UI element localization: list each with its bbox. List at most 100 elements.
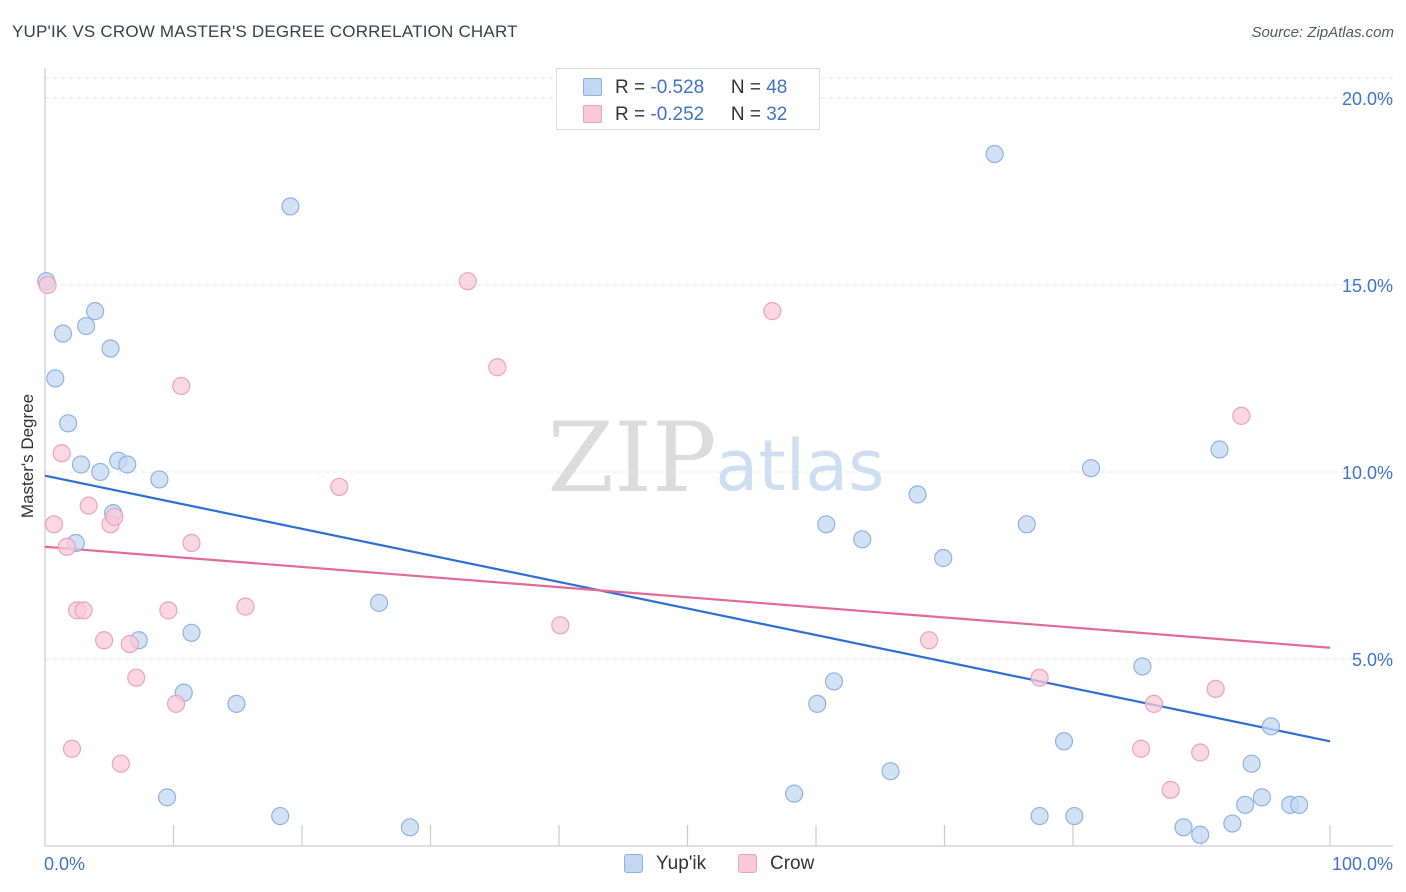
x-tick-label: 0.0% bbox=[44, 854, 85, 874]
crow-point bbox=[74, 601, 93, 620]
yupik-point bbox=[934, 548, 953, 568]
data-points bbox=[37, 144, 1309, 844]
yupik-point bbox=[281, 197, 300, 216]
yupik-point bbox=[370, 593, 389, 612]
crow-point bbox=[172, 376, 191, 396]
yupik-point bbox=[824, 672, 844, 691]
y-tick-label: 15.0% bbox=[1342, 276, 1393, 296]
yupik-point bbox=[1054, 732, 1074, 751]
crow-point bbox=[763, 302, 782, 321]
yupik-point bbox=[1290, 795, 1309, 814]
yupik-point bbox=[182, 623, 201, 642]
yupik-point bbox=[150, 470, 169, 489]
crow-point bbox=[120, 634, 139, 654]
yupik-point bbox=[86, 302, 105, 321]
y-tick-label: 20.0% bbox=[1342, 89, 1393, 109]
yupik-point bbox=[59, 414, 78, 433]
stats-legend: R = -0.528 N = 48 R = -0.252 N = 32 bbox=[556, 68, 820, 130]
crow-point bbox=[111, 754, 130, 773]
crow-point bbox=[38, 275, 57, 295]
crow-point bbox=[1144, 694, 1164, 713]
crow-point bbox=[919, 631, 939, 650]
yupik-point bbox=[77, 316, 96, 336]
crow-point bbox=[159, 601, 178, 620]
crow-point bbox=[1206, 679, 1225, 699]
legend-n-value: 32 bbox=[766, 104, 788, 125]
yupik-point bbox=[853, 530, 872, 549]
axes bbox=[44, 68, 1393, 847]
legend-swatch-blue bbox=[583, 78, 602, 96]
crow-point bbox=[166, 694, 186, 713]
legend-n-value: 48 bbox=[766, 77, 788, 98]
yupik-point bbox=[785, 784, 804, 803]
crow-point bbox=[1132, 739, 1151, 758]
watermark-zip: ZIP bbox=[547, 402, 716, 514]
yupik-point bbox=[1210, 440, 1229, 459]
y-axis-label: Master's Degree bbox=[18, 393, 37, 519]
yupik-point bbox=[881, 762, 900, 781]
yupik-point bbox=[227, 694, 246, 713]
yupik-point bbox=[118, 455, 137, 474]
y-tick-label: 5.0% bbox=[1352, 650, 1393, 670]
yupik-point bbox=[1030, 806, 1049, 826]
crow-point bbox=[458, 272, 477, 291]
yupik-point bbox=[1242, 754, 1261, 773]
yupik-point bbox=[1236, 795, 1255, 814]
crow-point bbox=[236, 597, 255, 616]
yupik-point bbox=[46, 369, 65, 388]
crow-point bbox=[105, 507, 124, 526]
legend-r-label: R = bbox=[615, 77, 651, 98]
series-legend: Yup'ik Crow bbox=[0, 852, 1406, 878]
legend-r-value: -0.252 bbox=[650, 104, 705, 125]
yupik-point bbox=[1017, 515, 1036, 534]
yupik-point bbox=[1174, 818, 1193, 837]
yupik-point bbox=[400, 818, 420, 837]
crow-point bbox=[1191, 743, 1210, 762]
crow-point bbox=[62, 739, 82, 758]
yupik-point bbox=[271, 806, 290, 826]
yupik-trend-line bbox=[44, 474, 1331, 743]
legend-n-label: N = bbox=[730, 77, 767, 98]
crow-point bbox=[1030, 668, 1049, 687]
legend-label-yupik: Yup'ik bbox=[656, 853, 707, 874]
yupik-point bbox=[817, 515, 836, 534]
crow-point bbox=[488, 358, 507, 377]
x-tick-label: 100.0% bbox=[1332, 854, 1393, 874]
grid-lines bbox=[45, 77, 1393, 660]
yupik-point bbox=[985, 144, 1004, 164]
yupik-point bbox=[157, 788, 177, 807]
crow-point bbox=[1161, 780, 1180, 799]
crow-trend-line bbox=[44, 545, 1331, 649]
yupik-point bbox=[91, 462, 110, 482]
yupik-point bbox=[1261, 717, 1280, 736]
legend-r-value: -0.528 bbox=[650, 77, 705, 98]
yupik-point bbox=[908, 485, 927, 504]
legend-n-label: N = bbox=[730, 104, 767, 125]
legend-label-crow: Crow bbox=[770, 853, 815, 874]
crow-point bbox=[57, 537, 76, 556]
yupik-point bbox=[1065, 806, 1084, 826]
legend-swatch-pink bbox=[738, 854, 757, 873]
y-tick-label: 10.0% bbox=[1342, 463, 1393, 483]
crow-point bbox=[79, 496, 98, 515]
crow-point bbox=[44, 515, 64, 534]
legend-swatch-blue bbox=[624, 854, 643, 873]
tick-labels: 5.0% 10.0% 15.0% 20.0% 0.0% 100.0% bbox=[44, 89, 1393, 874]
yupik-point bbox=[71, 455, 91, 474]
crow-point bbox=[330, 477, 349, 497]
yupik-point bbox=[101, 339, 120, 358]
crow-point bbox=[127, 668, 146, 687]
crow-point bbox=[551, 616, 570, 635]
crow-point bbox=[182, 533, 201, 553]
watermark: ZIP atlas bbox=[547, 402, 884, 514]
yupik-point bbox=[53, 324, 73, 343]
yupik-point bbox=[1133, 657, 1152, 676]
legend-r-label: R = bbox=[615, 104, 651, 125]
source-label: Source: ZipAtlas.com bbox=[1251, 24, 1394, 41]
chart-title: YUP'IK VS CROW MASTER'S DEGREE CORRELATI… bbox=[12, 22, 518, 41]
yupik-point bbox=[1252, 788, 1271, 807]
crow-point bbox=[1232, 406, 1251, 425]
watermark-atlas: atlas bbox=[715, 425, 884, 507]
yupik-point bbox=[1223, 814, 1242, 833]
